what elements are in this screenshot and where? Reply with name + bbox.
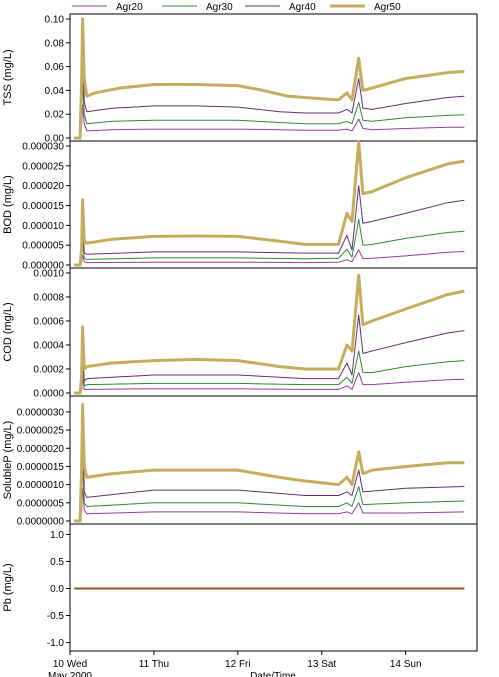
chart-panels: 0.00 0.02 0.04 0.06 0.08 0.10 TSS (mg/L) 0.0000… (2, 13, 478, 652)
y-tick-label: 0.0000 (33, 389, 64, 400)
x-tick-label: 13 Sat (307, 659, 336, 670)
y-axis-label: COD (mg/L) (2, 302, 14, 361)
y-tick-label: 0.06 (45, 62, 65, 73)
y-tick-label: 0.0004 (33, 341, 64, 352)
y-tick-label: 0.000020 (22, 181, 64, 192)
series-line-agr50 (74, 403, 465, 523)
y-tick-label: 0.0000020 (17, 444, 65, 455)
y-tick-label: 0.0000015 (17, 462, 65, 473)
y-tick-label: 0.000005 (22, 241, 64, 252)
y-tick-label: 0.0000010 (17, 480, 65, 491)
y-tick-label: 0.02 (45, 110, 65, 121)
x-axis: 10 Wed 11 Thu 12 Fri 13 Sat 14 Sun May 2000 Da… (48, 651, 422, 677)
y-tick-label: 0.08 (45, 38, 65, 49)
legend-label-agr20: Agr20 (116, 2, 143, 13)
y-tick-label: 0.000030 (22, 142, 64, 153)
y-tick-label: 0.5 (50, 557, 64, 568)
y-tick-label: 0.000025 (22, 161, 64, 172)
y-tick-label: 0.0010 (33, 269, 64, 280)
x-tick-label: 14 Sun (390, 659, 422, 670)
x-sub-label: May 2000 (48, 671, 92, 677)
legend-label-agr40: Agr40 (289, 2, 316, 13)
x-tick-label: 10 Wed (53, 659, 87, 670)
y-tick-label: 0.0002 (33, 365, 64, 376)
series-line-agr30 (74, 84, 465, 139)
panel-2: 0.000000 0.000005 0.000010 0.000015 0.000020… (2, 140, 478, 272)
x-axis-label: Date/Time (250, 671, 296, 677)
y-axis-label: SolubleP (mg/L) (2, 421, 14, 500)
y-tick-label: 0.000010 (22, 221, 64, 232)
y-tick-label: 0.0000000 (17, 517, 65, 528)
panel-5: -1.0 -0.5 0.0 0.5 1.0 Pb (mg/L) (2, 523, 478, 652)
series-line-agr20 (74, 104, 465, 139)
y-tick-label: 0.000015 (22, 201, 64, 212)
series-line-agr50 (74, 17, 465, 140)
y-tick-label: 0.0000025 (17, 426, 65, 437)
panel-4: 0.0000000 0.0000005 0.0000010 0.0000015 0.00… (2, 395, 478, 528)
y-tick-label: -0.5 (47, 611, 65, 622)
y-tick-label: 0.00 (45, 134, 65, 145)
series-line-agr20 (74, 249, 465, 266)
panel-1: 0.00 0.02 0.04 0.06 0.08 0.10 TSS (mg/L) (2, 13, 478, 145)
x-tick-label: 11 Thu (139, 659, 169, 670)
legend-label-agr50: Agr50 (374, 2, 401, 13)
y-axis-label: TSS (mg/L) (2, 49, 14, 105)
legend: Agr20 Agr30 Agr40 Agr50 (72, 2, 401, 13)
legend-label-agr30: Agr30 (206, 2, 233, 13)
y-tick-label: 0.04 (45, 86, 65, 97)
y-tick-label: 0.0006 (33, 317, 64, 328)
series-line-agr50 (74, 140, 465, 267)
panel-frame (69, 140, 478, 269)
y-axis-label: Pb (mg/L) (2, 563, 14, 611)
y-tick-label: 0.0008 (33, 293, 64, 304)
panel-3: 0.0000 0.0002 0.0004 0.0006 0.0008 0.0010 COD … (2, 267, 478, 400)
y-tick-label: 0.000000 (22, 261, 64, 272)
y-tick-label: 0.0000005 (17, 498, 65, 509)
series-line-agr50 (74, 273, 465, 395)
x-tick-label: 12 Fri (225, 659, 251, 670)
y-tick-label: 1.0 (50, 530, 64, 541)
y-tick-label: -1.0 (47, 638, 65, 649)
panel-frame (69, 267, 478, 397)
y-tick-label: 0.0000030 (17, 407, 65, 418)
y-axis-label: BOD (mg/L) (2, 175, 14, 234)
y-tick-label: 0.0 (50, 584, 64, 595)
y-tick-label: 0.10 (45, 15, 65, 26)
